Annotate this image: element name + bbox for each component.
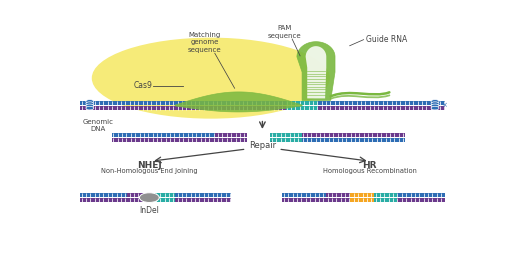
Bar [80,106,445,110]
Ellipse shape [86,102,94,105]
Bar [112,138,247,141]
Text: Cas9: Cas9 [134,81,152,90]
Bar [152,198,175,202]
Bar [215,138,247,141]
Bar [270,133,406,136]
Bar [350,193,374,197]
Ellipse shape [86,100,94,103]
Bar [215,133,247,136]
Bar [350,198,374,202]
Bar [374,198,397,202]
Text: ×: × [441,102,447,108]
Bar [326,193,350,197]
Bar [286,106,318,110]
Bar [152,193,175,197]
Text: PAM
sequence: PAM sequence [267,25,301,39]
Polygon shape [306,46,326,98]
Ellipse shape [431,104,439,108]
Polygon shape [175,92,302,112]
Bar [282,193,445,197]
Text: Guide RNA: Guide RNA [366,35,407,44]
Ellipse shape [92,38,330,119]
Text: Non-Homologous End Joining: Non-Homologous End Joining [101,168,198,174]
Text: InDel: InDel [139,206,159,215]
Ellipse shape [431,106,439,110]
Text: Genomic
DNA: Genomic DNA [82,119,113,132]
Ellipse shape [86,104,94,108]
Polygon shape [297,42,335,100]
Ellipse shape [431,102,439,105]
Bar [127,198,152,202]
Bar [270,138,302,141]
Text: HR: HR [362,161,377,170]
Bar [374,193,397,197]
Text: NHEJ: NHEJ [137,161,162,170]
Bar [127,193,152,197]
Bar [326,198,350,202]
Bar [112,133,247,136]
Text: Matching
genome
sequence: Matching genome sequence [188,32,222,53]
Ellipse shape [139,193,159,203]
Bar [80,193,230,197]
Bar [286,101,318,105]
Bar [80,101,445,105]
Text: Homologous Recombination: Homologous Recombination [323,168,416,174]
Ellipse shape [431,100,439,103]
Bar [282,198,445,202]
Ellipse shape [86,106,94,110]
Bar [270,133,302,136]
Bar [270,138,406,141]
Bar [80,198,230,202]
Text: Repair: Repair [249,141,276,150]
